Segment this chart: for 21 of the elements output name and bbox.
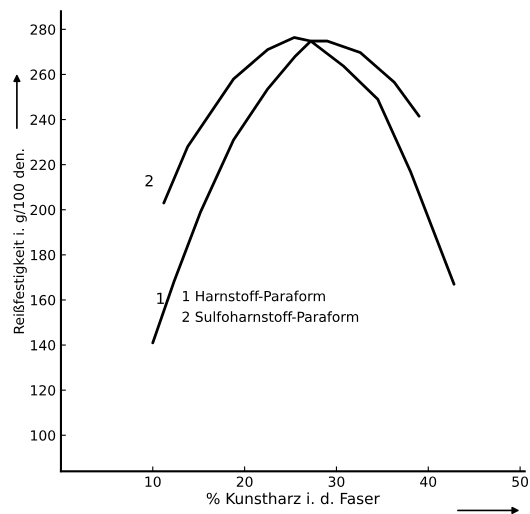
y-tick-label: 240 <box>30 114 56 126</box>
x-tick-label: 40 <box>420 476 436 487</box>
annotation: 2 Sulfoharnstoff-Paraform <box>182 311 358 322</box>
y-tick-label: 100 <box>31 430 56 441</box>
x-tick-label: 50 <box>512 476 528 487</box>
x-tick-label: 20 <box>236 476 253 487</box>
y-tick-label: 260 <box>30 69 56 80</box>
y-tick-label: 280 <box>30 24 56 35</box>
y-tick-label: 200 <box>30 204 56 216</box>
annotation: 1 Harnstoff-Paraform <box>183 290 325 302</box>
x-tick-label: 30 <box>328 476 344 487</box>
x-axis-title: % Kunstharz i. d. Faser <box>206 492 380 504</box>
y-axis-title: Reißfestigkeit i. g/100 den. <box>13 150 27 334</box>
x-tick-label: 10 <box>145 476 161 487</box>
series-label: 1 <box>157 292 164 304</box>
series-label: 2 <box>145 174 153 186</box>
y-tick-label: 160 <box>31 294 56 306</box>
y-tick-label: 120 <box>31 385 56 396</box>
y-tick-label: 180 <box>31 250 56 260</box>
y-tick-label: 220 <box>30 160 56 170</box>
y-tick-label: 140 <box>31 340 56 351</box>
